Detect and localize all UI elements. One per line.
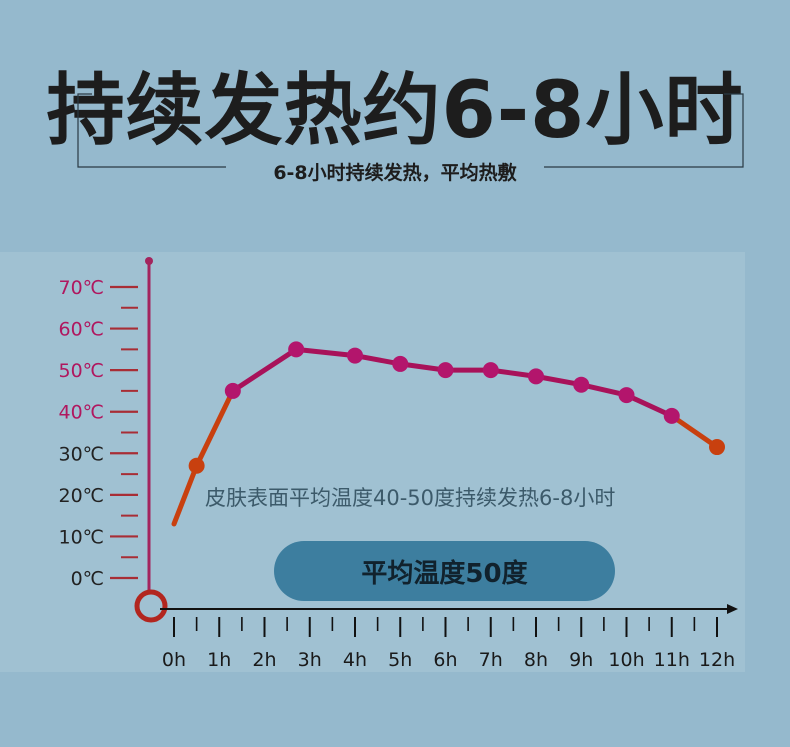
chart-annotation: 皮肤表面平均温度40-50度持续发热6-8小时 bbox=[205, 486, 616, 510]
x-tick-label: 3h bbox=[298, 649, 322, 671]
data-point bbox=[482, 362, 499, 379]
series-line-segment bbox=[230, 346, 299, 394]
y-tick-label: 0℃ bbox=[71, 568, 104, 590]
series-line-segment bbox=[624, 392, 675, 419]
y-tick-label: 70℃ bbox=[58, 277, 104, 299]
x-tick-label: 8h bbox=[524, 649, 548, 671]
x-tick-label: 0h bbox=[162, 649, 186, 671]
data-point bbox=[663, 407, 680, 424]
x-tick-label: 1h bbox=[207, 649, 231, 671]
y-tick-label: 20℃ bbox=[58, 485, 104, 507]
x-tick-label: 10h bbox=[608, 649, 644, 671]
x-tick-label: 2h bbox=[252, 649, 276, 671]
average-temperature-badge: 平均温度50度 bbox=[274, 541, 615, 601]
data-point bbox=[618, 387, 635, 404]
page-title: 持续发热约6-8小时 bbox=[46, 66, 744, 156]
data-point bbox=[709, 439, 725, 456]
x-tick-label: 12h bbox=[699, 649, 735, 671]
y-tick-label: 50℃ bbox=[58, 360, 104, 382]
series-line-segment bbox=[669, 413, 720, 450]
data-point bbox=[224, 382, 241, 399]
y-tick-label: 60℃ bbox=[58, 319, 104, 341]
data-point bbox=[288, 341, 305, 358]
data-point bbox=[188, 457, 205, 474]
subtitle: 6-8小时持续发热，平均热敷 bbox=[273, 162, 517, 184]
thermometer-top-dot bbox=[145, 257, 153, 265]
x-tick-label: 7h bbox=[479, 649, 503, 671]
y-tick-label: 10℃ bbox=[58, 526, 104, 548]
series-line-segment bbox=[293, 346, 358, 359]
x-tick-label: 11h bbox=[654, 649, 690, 671]
x-tick-label: 4h bbox=[343, 649, 367, 671]
x-tick-label: 5h bbox=[388, 649, 412, 671]
y-tick-label: 40℃ bbox=[58, 402, 104, 424]
title-frame bbox=[77, 93, 744, 168]
thermometer-bulb bbox=[134, 589, 168, 623]
data-point bbox=[437, 362, 454, 379]
series-line-segment bbox=[194, 388, 236, 469]
chart-panel bbox=[0, 252, 745, 672]
data-point bbox=[528, 368, 544, 385]
x-tick-label: 9h bbox=[569, 649, 593, 671]
data-point bbox=[347, 347, 363, 364]
data-point bbox=[392, 355, 409, 372]
data-point bbox=[573, 376, 590, 393]
x-axis-arrow bbox=[727, 604, 738, 614]
x-tick-label: 6h bbox=[433, 649, 457, 671]
y-tick-label: 30℃ bbox=[58, 443, 104, 465]
series-line-segment bbox=[171, 463, 200, 527]
